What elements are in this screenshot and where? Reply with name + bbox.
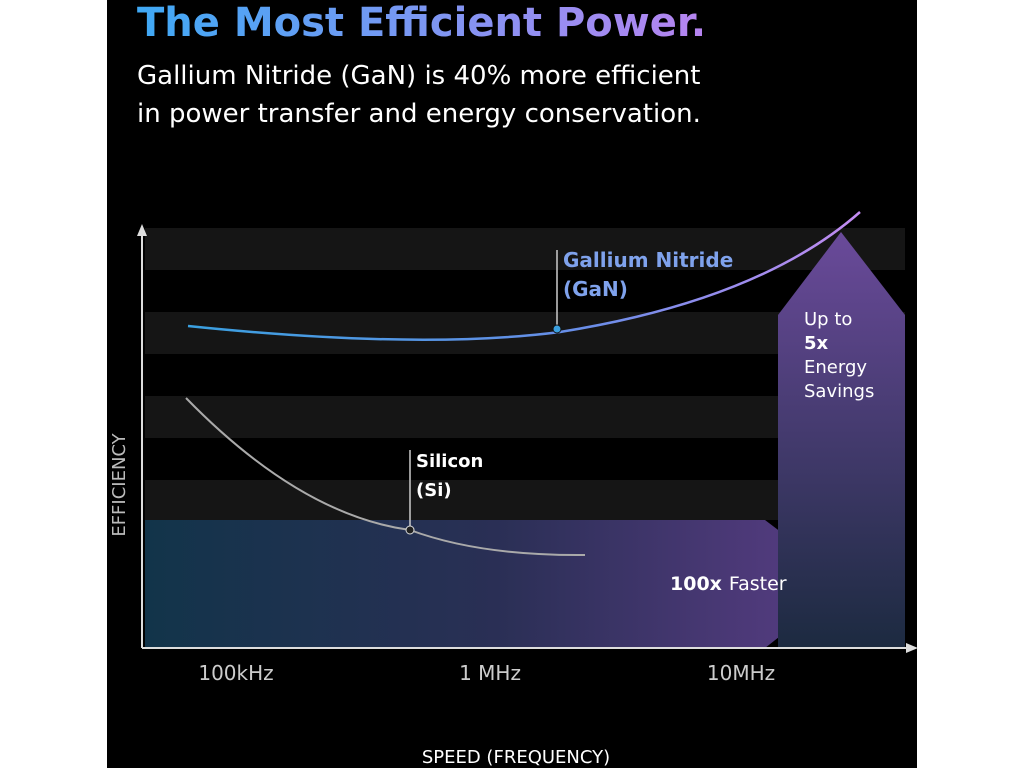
savings-text: Energy xyxy=(804,357,867,378)
speed-callout: 100x Faster xyxy=(670,573,787,595)
savings-text: Up to xyxy=(804,309,852,330)
speed-text: Faster xyxy=(729,573,787,595)
y-arrow xyxy=(137,224,147,236)
title: The Most Efficient Power. xyxy=(137,0,706,46)
x-arrow xyxy=(906,643,918,653)
x-tick-label: 10MHz xyxy=(707,661,775,685)
y-axis-label: EFFICIENCY xyxy=(109,432,130,536)
subtitle: Gallium Nitride (GaN) is 40% more effici… xyxy=(137,61,700,91)
savings-emphasis: 5x xyxy=(804,333,829,354)
x-axis-label: SPEED (FREQUENCY) xyxy=(422,747,610,768)
speed-arrow xyxy=(145,520,848,648)
speed-emphasis: 100x xyxy=(670,573,722,595)
savings-arrow xyxy=(778,232,905,648)
axes xyxy=(141,232,910,649)
subtitle: in power transfer and energy conservatio… xyxy=(137,99,701,129)
x-tick-label: 1 MHz xyxy=(459,661,521,685)
gan-label: (GaN) xyxy=(563,277,628,301)
si-label: (Si) xyxy=(416,480,452,501)
si-label: Silicon xyxy=(416,451,483,472)
x-tick-label: 100kHz xyxy=(198,661,273,685)
si-curve xyxy=(185,397,586,557)
gan-dot xyxy=(552,324,562,334)
gan-label: Gallium Nitride xyxy=(563,248,733,272)
savings-text: Savings xyxy=(804,381,874,402)
si-dot xyxy=(405,525,415,535)
